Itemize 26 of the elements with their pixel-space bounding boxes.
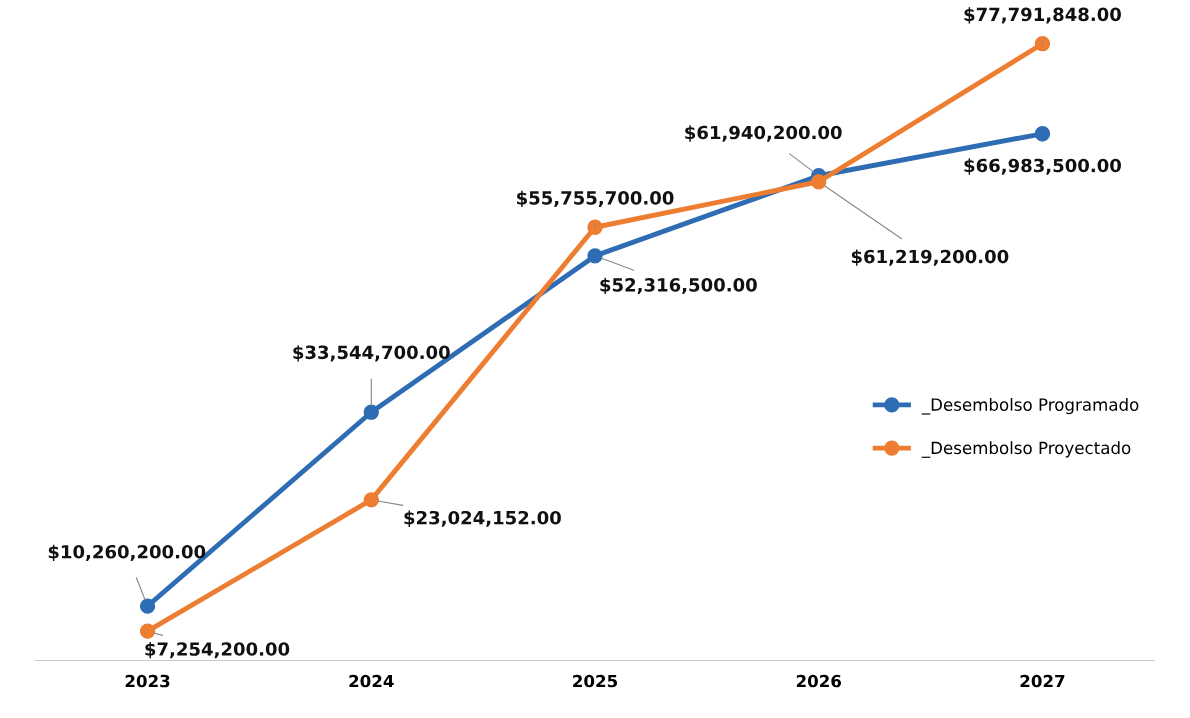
point [139, 623, 156, 639]
point [1034, 36, 1051, 52]
x-tick-label: 2025 [573, 674, 618, 688]
point [811, 174, 827, 190]
x-tick-label: 2026 [796, 674, 842, 688]
data-label: $33,544,700.00 [293, 345, 450, 362]
point [363, 492, 379, 508]
legend-label: _Desembolso Proyectado [921, 441, 1131, 458]
data-label: $61,940,200.00 [685, 125, 842, 142]
data-label: $23,024,152.00 [404, 510, 561, 527]
data-label: $7,254,200.00 [145, 641, 290, 659]
point [587, 248, 603, 264]
x-tick-label: 2024 [349, 674, 394, 688]
x-tick-label: 2027 [1020, 674, 1065, 688]
data-label: $66,983,500.00 [964, 158, 1121, 175]
x-tick-label: 2023 [125, 674, 170, 688]
point [1034, 126, 1051, 142]
data-label: $55,755,700.00 [517, 190, 674, 208]
point [363, 404, 379, 420]
legend-label: _Desembolso Programado [921, 398, 1139, 415]
point [139, 598, 156, 614]
data-label: $52,316,500.00 [600, 277, 757, 295]
data-label: $61,219,200.00 [851, 249, 1009, 266]
data-label: $77,791,848.00 [964, 7, 1121, 24]
data-label: $10,260,200.00 [48, 544, 206, 562]
point [587, 219, 603, 235]
